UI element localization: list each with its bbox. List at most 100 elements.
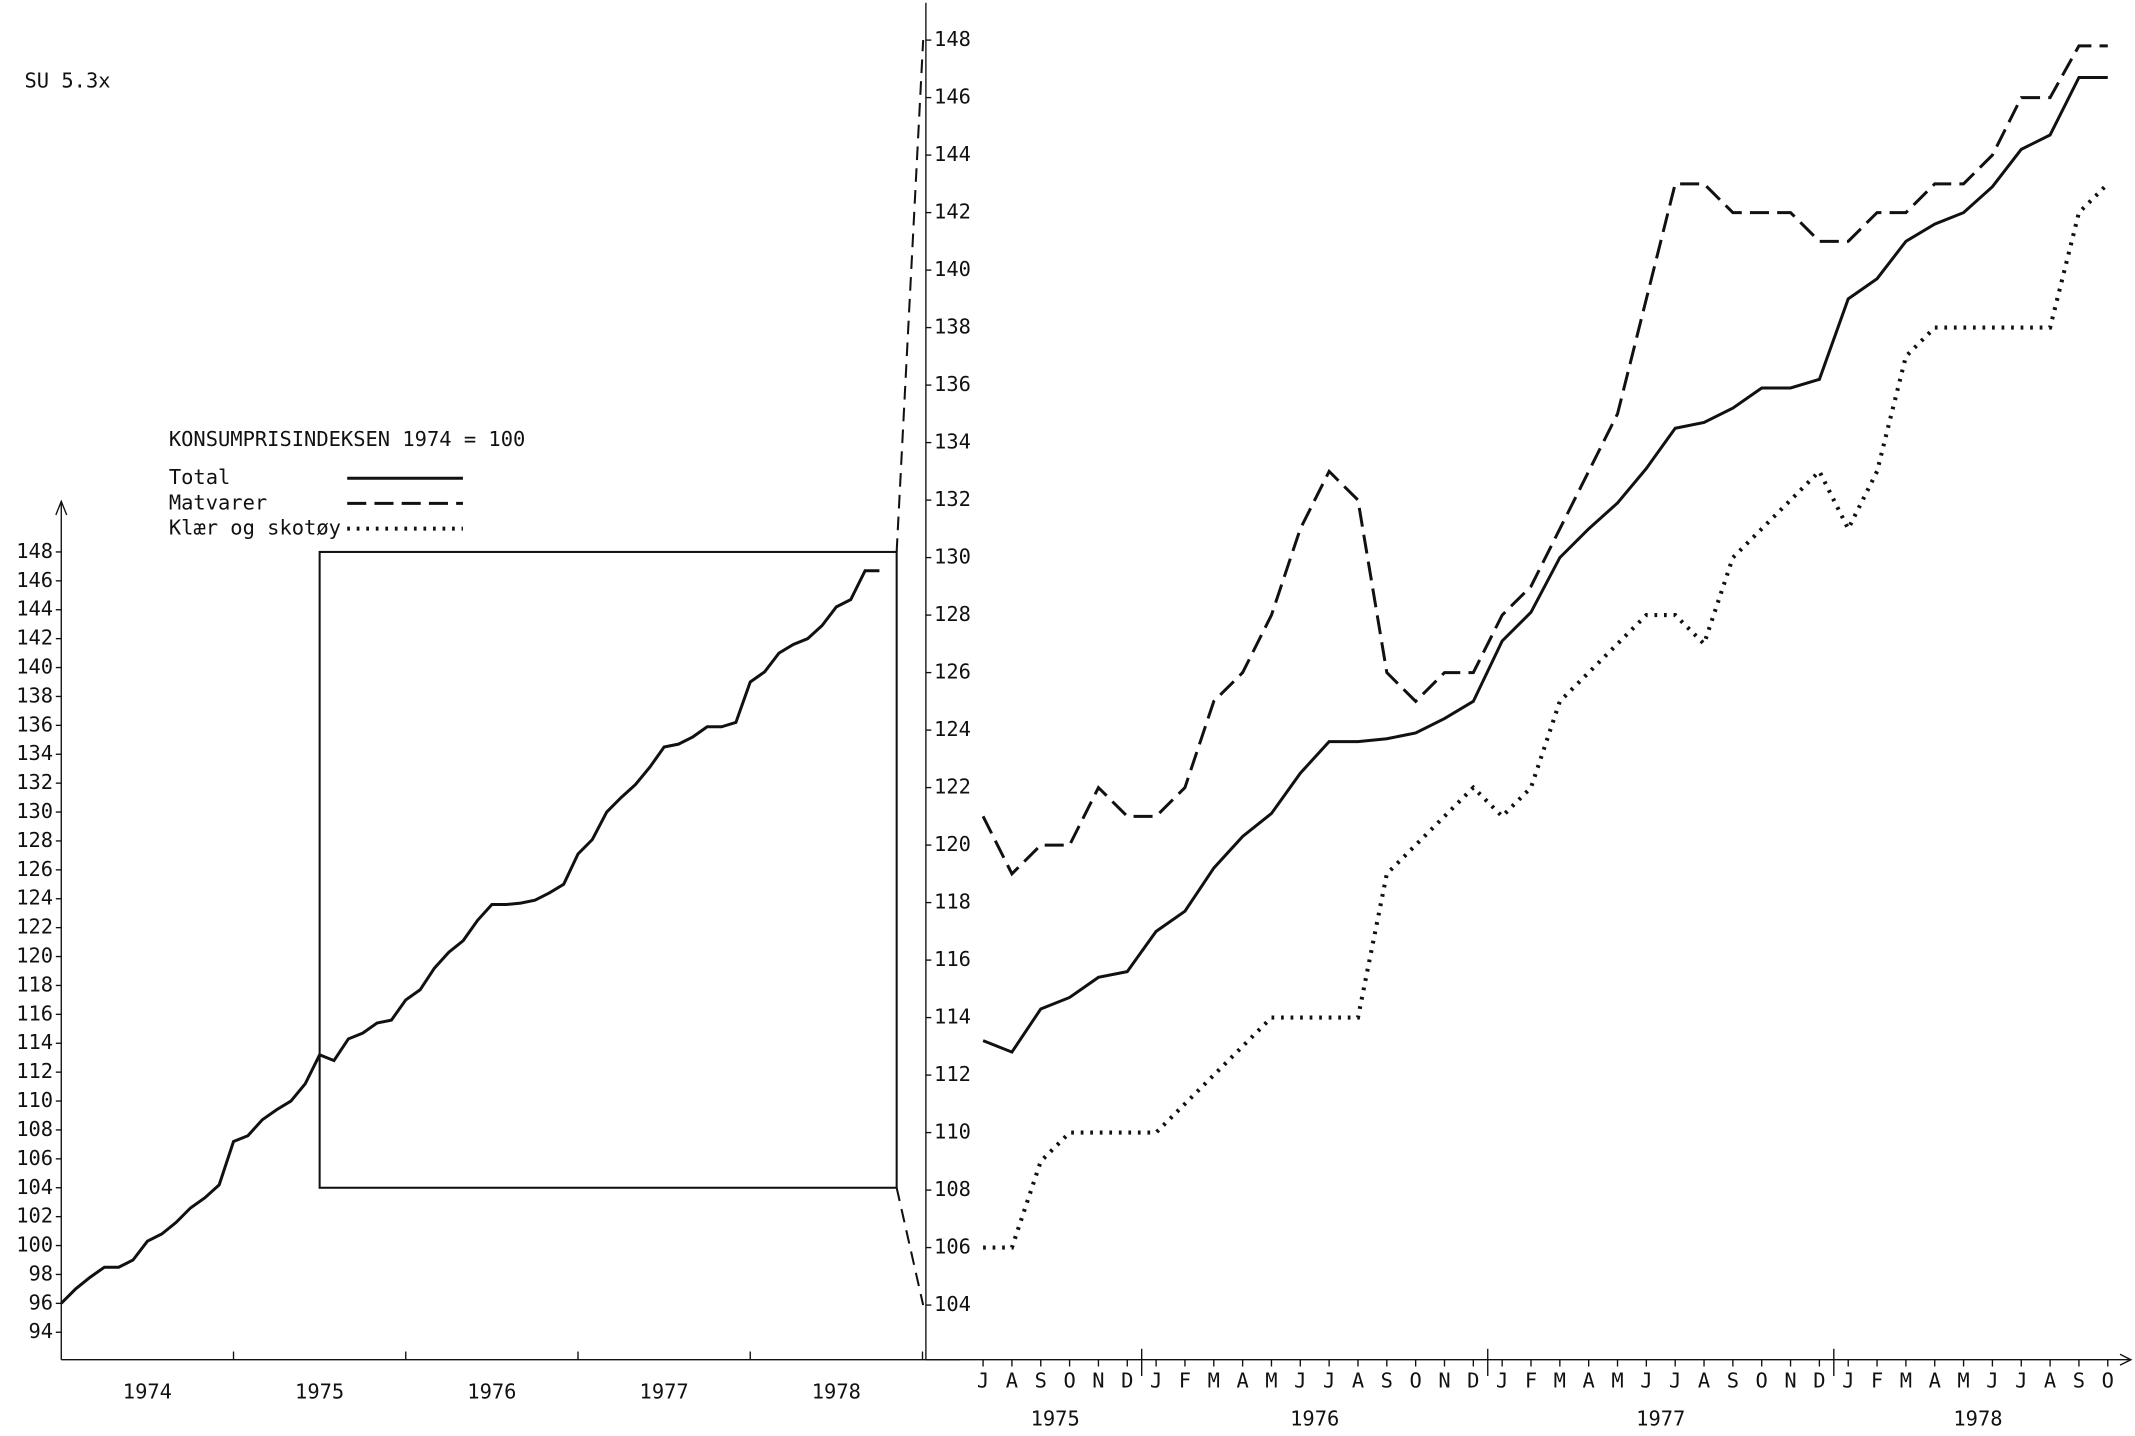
x-tick-label: N	[1438, 1368, 1450, 1392]
y-tick-label: 96	[29, 1290, 54, 1314]
x-tick-label: F	[1179, 1368, 1191, 1392]
y-tick-label: 124	[934, 717, 971, 741]
x-tick-label: 1974	[123, 1379, 172, 1403]
x-tick-label: J	[1986, 1368, 1998, 1392]
y-tick-label: 104	[934, 1292, 971, 1316]
x-tick-label: O	[1410, 1368, 1422, 1392]
x-tick-label: O	[1063, 1368, 1075, 1392]
axis-arrow	[2119, 1353, 2133, 1366]
y-tick-label: 146	[934, 85, 971, 109]
y-tick-label: 98	[29, 1261, 54, 1285]
zoom-frame	[318, 550, 898, 1189]
x-tick-label: J	[1294, 1368, 1306, 1392]
x-tick-label: M	[1208, 1368, 1220, 1392]
y-tick-label: 100	[16, 1233, 53, 1257]
x-tick-label: D	[1813, 1368, 1825, 1392]
x-tick-label: J	[1323, 1368, 1335, 1392]
x-tick-label: M	[1957, 1368, 1969, 1392]
x-tick-label: 1977	[640, 1379, 689, 1403]
x-tick-label: N	[1784, 1368, 1796, 1392]
y-tick-label: 116	[16, 1001, 53, 1025]
y-tick-label: 138	[934, 315, 971, 339]
x-tick-label: N	[1092, 1368, 1104, 1392]
y-tick-label: 118	[16, 972, 53, 996]
x-tick-label: J	[1150, 1368, 1162, 1392]
x-tick-label: O	[1756, 1368, 1768, 1392]
x-tick-label: A	[1236, 1368, 1248, 1392]
y-tick-label: 110	[934, 1120, 971, 1144]
x-tick-label: A	[1698, 1368, 1710, 1392]
x-tick-label: 1975	[295, 1379, 344, 1403]
x-tick-label: J	[1640, 1368, 1652, 1392]
x-tick-label: M	[1554, 1368, 1566, 1392]
x-tick-label: S	[1035, 1368, 1047, 1392]
y-tick-label: 144	[16, 597, 53, 621]
y-tick-label: 112	[16, 1059, 53, 1083]
x-tick-label: A	[1006, 1368, 1018, 1392]
y-tick-label: 106	[16, 1146, 53, 1170]
x-tick-label: J	[1842, 1368, 1854, 1392]
legend-label: Matvarer	[169, 490, 267, 514]
y-tick-label: 142	[16, 626, 53, 650]
y-tick-label: 102	[16, 1204, 53, 1228]
y-tick-label: 146	[16, 568, 53, 592]
y-tick-label: 112	[934, 1062, 971, 1086]
line-series	[60, 569, 880, 1305]
line-series	[982, 75, 2108, 1054]
y-tick-label: 130	[16, 799, 53, 823]
y-tick-label: 108	[934, 1177, 971, 1201]
x-tick-label: J	[2015, 1368, 2027, 1392]
axis-arrow	[55, 499, 68, 516]
y-tick-label: 140	[934, 257, 971, 281]
x-tick-label: J	[1496, 1368, 1508, 1392]
y-tick-label: 108	[16, 1117, 53, 1141]
x-tick-label: A	[1583, 1368, 1595, 1392]
x-tick-label: S	[2073, 1368, 2085, 1392]
y-tick-label: 118	[934, 890, 971, 914]
y-tick-label: 94	[29, 1319, 54, 1343]
x-tick-label: D	[1467, 1368, 1479, 1392]
y-tick-label: 106	[934, 1235, 971, 1259]
x-tick-label: J	[977, 1368, 989, 1392]
line-series	[981, 44, 2108, 877]
y-tick-label: 130	[934, 545, 971, 569]
zoom-connector	[895, 40, 925, 553]
x-tick-label: 1978	[812, 1379, 861, 1403]
chart-title: KONSUMPRISINDEKSEN 1974 = 100	[169, 427, 525, 451]
year-label: 1975	[1031, 1407, 1080, 1431]
y-tick-label: 138	[16, 683, 53, 707]
x-tick-label: M	[1265, 1368, 1277, 1392]
x-tick-label: F	[1871, 1368, 1883, 1392]
x-tick-label: D	[1121, 1368, 1133, 1392]
x-tick-label: A	[1929, 1368, 1941, 1392]
y-tick-label: 148	[16, 539, 53, 563]
page-label: SU 5.3x	[25, 69, 111, 93]
x-tick-label: M	[1611, 1368, 1623, 1392]
y-tick-label: 124	[16, 886, 53, 910]
x-tick-label: J	[1669, 1368, 1681, 1392]
y-tick-label: 132	[934, 487, 971, 511]
x-tick-label: O	[2102, 1368, 2114, 1392]
y-tick-label: 128	[16, 828, 53, 852]
zoom-connector	[895, 1187, 925, 1306]
y-tick-label: 126	[934, 660, 971, 684]
y-tick-label: 128	[934, 602, 971, 626]
year-label: 1977	[1636, 1407, 1685, 1431]
y-tick-label: 140	[16, 655, 53, 679]
x-tick-label: S	[1727, 1368, 1739, 1392]
y-tick-label: 122	[934, 775, 971, 799]
x-tick-label: M	[1900, 1368, 1912, 1392]
year-label: 1976	[1290, 1407, 1339, 1431]
y-tick-label: 134	[934, 430, 971, 454]
x-tick-label: S	[1381, 1368, 1393, 1392]
y-tick-label: 110	[16, 1088, 53, 1112]
y-tick-label: 120	[16, 944, 53, 968]
y-tick-label: 136	[934, 372, 971, 396]
y-tick-label: 104	[16, 1175, 53, 1199]
legend-label: Klær og skotøy	[169, 516, 341, 540]
year-label: 1978	[1953, 1407, 2002, 1431]
y-tick-label: 148	[934, 27, 971, 51]
x-tick-label: 1976	[467, 1379, 516, 1403]
y-tick-label: 122	[16, 915, 53, 939]
